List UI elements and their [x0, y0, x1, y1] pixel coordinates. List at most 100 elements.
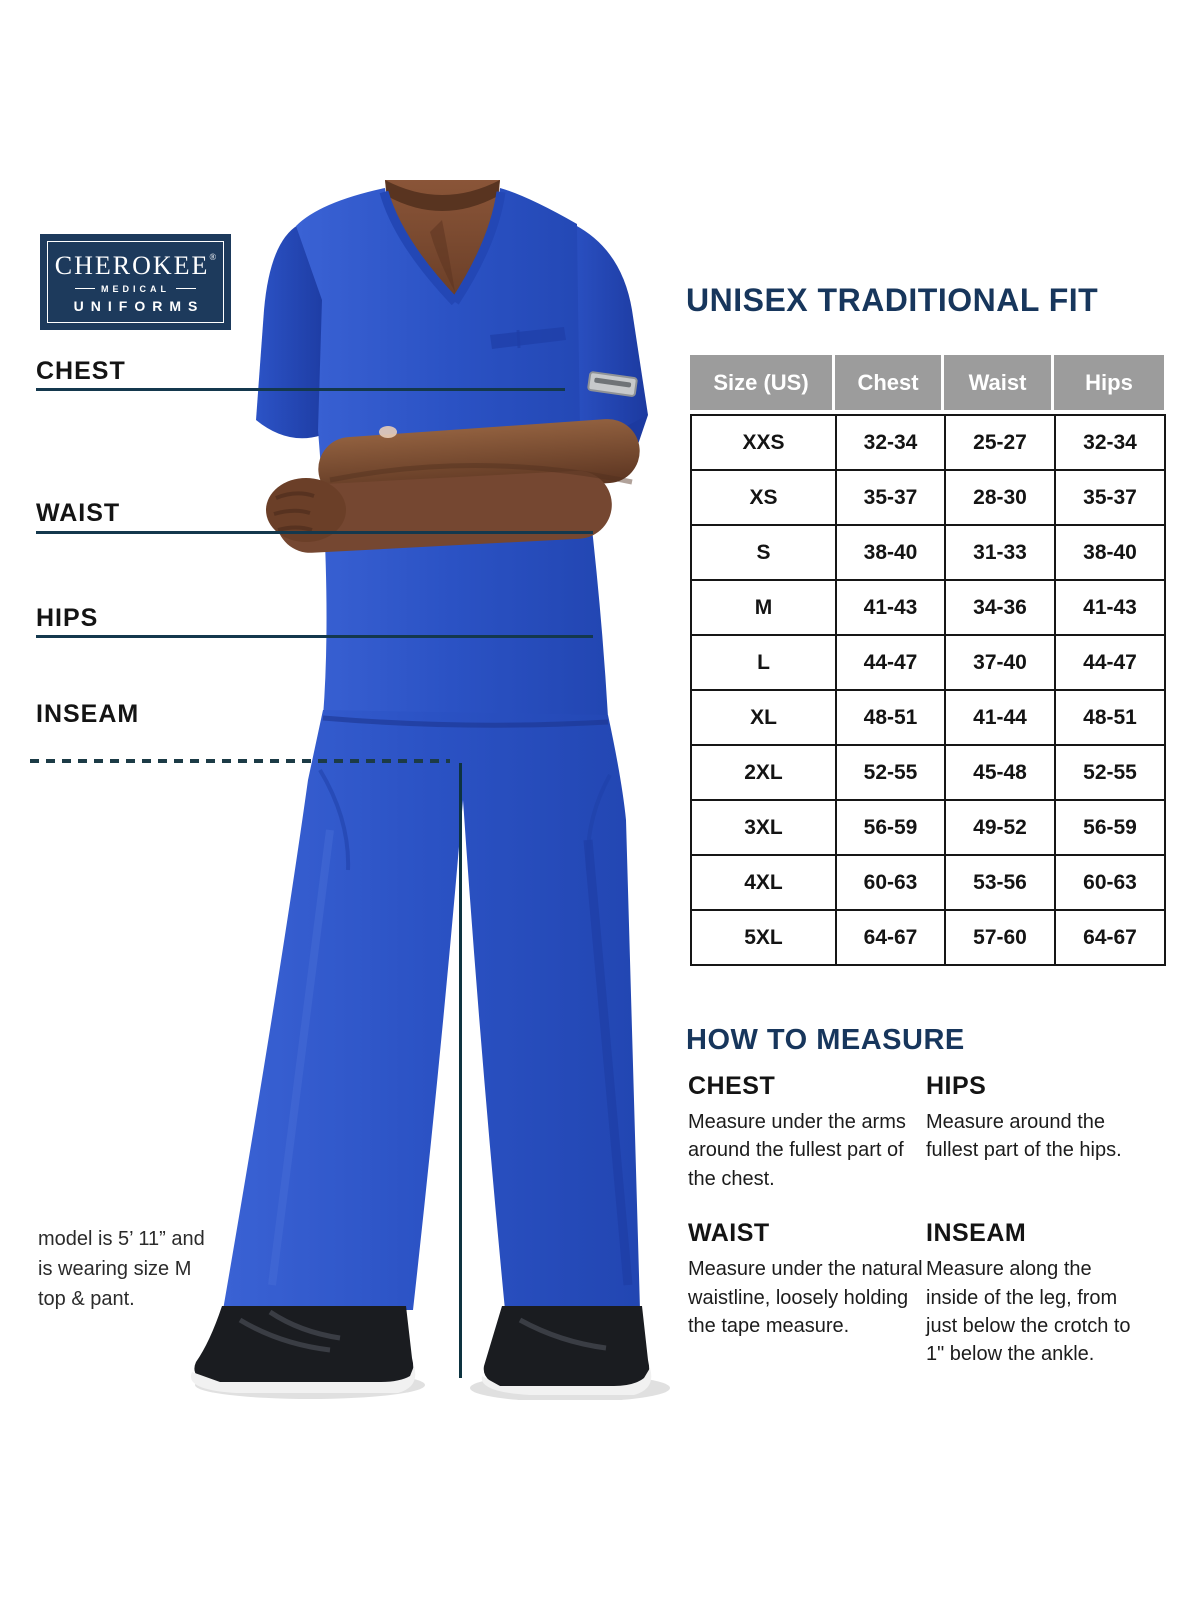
- hips-cell: 60-63: [1054, 854, 1166, 911]
- logo-rule-right: [176, 288, 196, 289]
- hips-cell: 35-37: [1054, 469, 1166, 526]
- chest-cell: 35-37: [835, 469, 946, 526]
- measure-heading: HIPS: [926, 1072, 987, 1100]
- table-row: M 41-43 34-36 41-43: [690, 579, 1166, 636]
- measure-section-chest: CHEST Measure under the arms around the …: [688, 1072, 926, 1193]
- inseam-measure-line-vertical: [459, 763, 462, 1378]
- model-shoes: [190, 1306, 670, 1400]
- chest-cell: 32-34: [835, 414, 946, 471]
- measure-heading: CHEST: [688, 1072, 776, 1100]
- size-cell: M: [690, 579, 837, 636]
- brand-name-text: CHEROKEE: [54, 250, 210, 280]
- table-row: S 38-40 31-33 38-40: [690, 524, 1166, 581]
- waist-cell: 28-30: [944, 469, 1056, 526]
- sleeve-brand-tag: [587, 371, 638, 397]
- chest-cell: 64-67: [835, 909, 946, 966]
- table-row: XXS 32-34 25-27 32-34: [690, 414, 1166, 471]
- chest-measure-line: [36, 388, 565, 391]
- brand-division-text: MEDICAL: [101, 283, 170, 294]
- waist-cell: 34-36: [944, 579, 1056, 636]
- hips-cell: 41-43: [1054, 579, 1166, 636]
- size-chart-header: Size (US) Chest Waist Hips: [690, 355, 1164, 410]
- size-cell: XS: [690, 469, 837, 526]
- measure-heading: WAIST: [688, 1219, 770, 1248]
- size-cell: L: [690, 634, 837, 691]
- model-footnote: model is 5’ 11” and is wearing size M to…: [38, 1224, 205, 1314]
- label-hips: HIPS: [36, 604, 98, 633]
- model-footnote-line3: top & pant.: [38, 1288, 135, 1310]
- brand-logo: CHEROKEE® MEDICAL UNIFORMS: [40, 234, 231, 330]
- brand-name: CHEROKEE®: [54, 250, 217, 280]
- hips-cell: 38-40: [1054, 524, 1166, 581]
- col-header-chest: Chest: [835, 355, 941, 410]
- measure-text: Measure along the inside of the leg, fro…: [926, 1258, 1131, 1366]
- hips-measure-line: [36, 635, 593, 638]
- waist-cell: 49-52: [944, 799, 1056, 856]
- model-footnote-line1: model is 5’ 11” and: [38, 1228, 205, 1250]
- model-footnote-line2: is wearing size M: [38, 1258, 192, 1280]
- chest-cell: 52-55: [835, 744, 946, 801]
- table-row: 5XL 64-67 57-60 64-67: [690, 909, 1166, 966]
- brand-logo-frame: CHEROKEE® MEDICAL UNIFORMS: [47, 241, 224, 323]
- table-row: 4XL 60-63 53-56 60-63: [690, 854, 1166, 911]
- label-hips-text: HIPS: [36, 604, 99, 632]
- chest-cell: 44-47: [835, 634, 946, 691]
- chest-cell: 38-40: [835, 524, 946, 581]
- size-cell: XL: [690, 689, 837, 746]
- table-row: XS 35-37 28-30 35-37: [690, 469, 1166, 526]
- waist-cell: 25-27: [944, 414, 1056, 471]
- hips-cell: 52-55: [1054, 744, 1166, 801]
- measure-section-inseam: INSEAM Measure along the inside of the l…: [926, 1219, 1168, 1369]
- label-inseam: INSEAM: [36, 700, 139, 729]
- waist-cell: 41-44: [944, 689, 1056, 746]
- col-header-size: Size (US): [690, 355, 832, 410]
- label-chest-text: CHEST: [36, 357, 126, 385]
- model-photo: [190, 180, 670, 1400]
- size-cell: 5XL: [690, 909, 837, 966]
- hips-cell: 56-59: [1054, 799, 1166, 856]
- hips-cell: 64-67: [1054, 909, 1166, 966]
- label-waist-text: WAIST: [36, 499, 121, 527]
- waist-cell: 53-56: [944, 854, 1056, 911]
- size-cell: S: [690, 524, 837, 581]
- chest-cell: 41-43: [835, 579, 946, 636]
- waist-cell: 31-33: [944, 524, 1056, 581]
- how-to-measure: CHEST Measure under the arms around the …: [688, 1072, 1168, 1369]
- hips-cell: 32-34: [1054, 414, 1166, 471]
- col-header-waist: Waist: [944, 355, 1051, 410]
- size-cell: 3XL: [690, 799, 837, 856]
- brand-line-text: UNIFORMS: [73, 297, 205, 314]
- measure-section-hips: HIPS Measure around the fullest part of …: [926, 1072, 1168, 1193]
- chest-cell: 48-51: [835, 689, 946, 746]
- hips-cell: 44-47: [1054, 634, 1166, 691]
- size-chart-table: XXS 32-34 25-27 32-34 XS 35-37 28-30 35-37 S 38…: [690, 414, 1166, 966]
- table-row: 2XL 52-55 45-48 52-55: [690, 744, 1166, 801]
- registered-mark: ®: [209, 251, 217, 262]
- table-row: L 44-47 37-40 44-47: [690, 634, 1166, 691]
- size-cell: 4XL: [690, 854, 837, 911]
- label-waist: WAIST: [36, 499, 120, 528]
- measure-text: Measure under the arms around the fulles…: [688, 1111, 906, 1190]
- page-title: UNISEX TRADITIONAL FIT: [686, 282, 1099, 318]
- measure-heading: INSEAM: [926, 1219, 1027, 1248]
- table-row: 3XL 56-59 49-52 56-59: [690, 799, 1166, 856]
- measure-text: Measure around the fullest part of the h…: [926, 1111, 1122, 1162]
- chest-cell: 56-59: [835, 799, 946, 856]
- waist-cell: 37-40: [944, 634, 1056, 691]
- waist-cell: 57-60: [944, 909, 1056, 966]
- size-cell: 2XL: [690, 744, 837, 801]
- size-chart: Size (US) Chest Waist Hips XXS 32-34 25-27…: [690, 355, 1166, 966]
- table-row: XL 48-51 41-44 48-51: [690, 689, 1166, 746]
- logo-rule-left: [75, 288, 95, 289]
- size-cell: XXS: [690, 414, 837, 471]
- chest-cell: 60-63: [835, 854, 946, 911]
- inseam-measure-line-dashed: [30, 759, 450, 763]
- brand-division: MEDICAL: [75, 284, 196, 294]
- measure-text: Measure under the natural waistline, loo…: [688, 1258, 923, 1337]
- measure-section-waist: WAIST Measure under the natural waistlin…: [688, 1219, 926, 1369]
- hips-cell: 48-51: [1054, 689, 1166, 746]
- how-to-measure-title: HOW TO MEASURE: [686, 1024, 965, 1056]
- label-inseam-text: INSEAM: [36, 700, 140, 728]
- waist-measure-line: [36, 531, 593, 534]
- waist-cell: 45-48: [944, 744, 1056, 801]
